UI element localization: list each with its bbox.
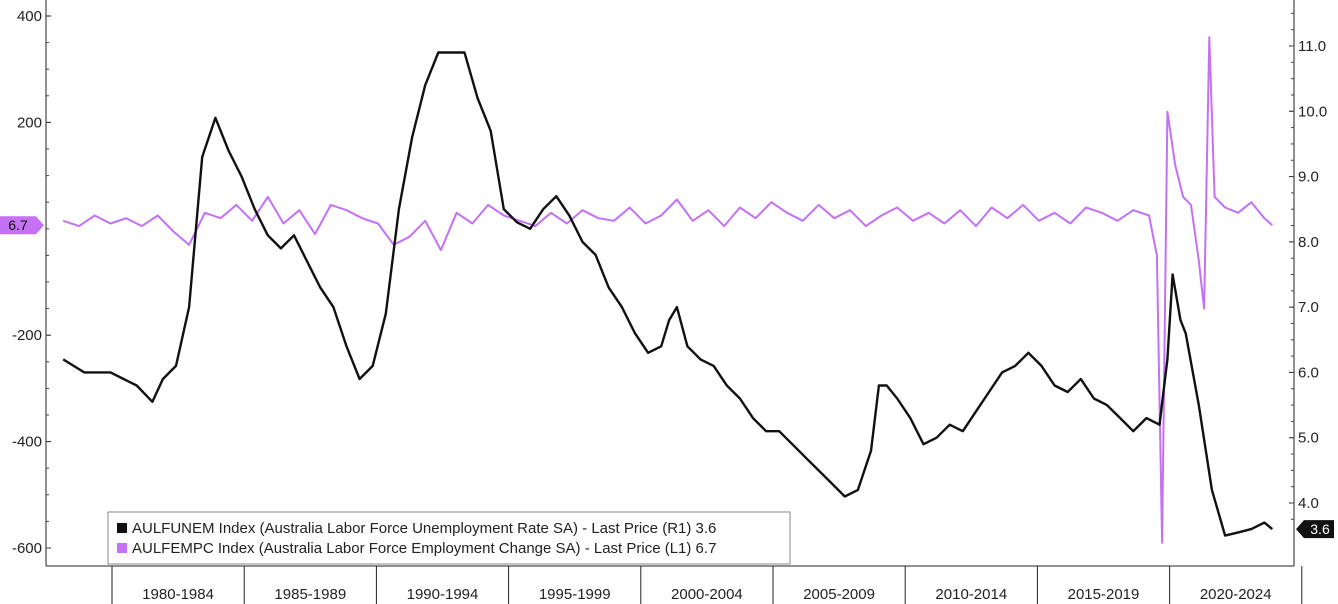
legend-swatch [117,543,127,553]
x-tick-label: 2010-2014 [935,586,1007,603]
last-value-tags: 3.6 6.7 [0,216,1334,539]
chart-axes [45,0,1295,567]
x-tick-label: 1995-1999 [539,586,611,603]
last-value-tag-left [0,216,44,235]
last-value-tag-right-label: 3.6 [1310,521,1330,537]
x-tick-label: 1980-1984 [142,586,214,603]
right-tick-label: 4.0 [1298,495,1319,512]
last-value-tag-right [1296,520,1334,539]
x-tick-label: 1985-1989 [274,586,346,603]
right-tick-label: 7.0 [1298,299,1319,316]
legend-box [107,511,791,565]
right-tick-label: 8.0 [1298,234,1319,251]
left-tick-label: 200 [17,114,42,131]
left-tick-label: -400 [12,434,42,451]
last-value-tag-left-label: 6.7 [8,217,28,233]
series-line-unemployment-rate [62,51,1274,537]
left-tick-label: -600 [12,540,42,557]
x-tick-label: 2020-2024 [1200,586,1272,603]
x-tick-label: 2015-2019 [1068,586,1140,603]
right-tick-label: 6.0 [1298,364,1319,381]
x-axis: 1980-1984 1985-1989 1990-1994 1995-1999 2000… [111,566,1303,604]
right-tick-label: 10.0 [1298,103,1327,120]
legend-label: AULFUNEM Index (Australia Labor Force Un… [132,520,716,537]
right-tick-label: 9.0 [1298,169,1319,186]
legend: AULFUNEM Index (Australia Labor Force Un… [107,511,791,565]
series-layer [62,36,1274,544]
left-axis: 400 200 -200 -400 -600 [12,8,51,557]
right-axis: 11.0 10.0 9.0 8.0 7.0 6.0 5.0 4.0 [1289,12,1327,520]
left-tick-label: 400 [17,8,42,25]
right-tick-label: 5.0 [1298,430,1319,447]
x-tick-label: 1990-1994 [407,586,479,603]
x-tick-label: 2005-2009 [803,586,875,603]
left-tick-label: -200 [12,327,42,344]
right-tick-label: 11.0 [1298,38,1326,55]
legend-label: AULFEMPC Index (Australia Labor Force Em… [132,540,716,557]
legend-swatch [117,523,127,533]
x-tick-label: 2000-2004 [671,586,743,603]
series-line-employment-change [62,36,1273,544]
